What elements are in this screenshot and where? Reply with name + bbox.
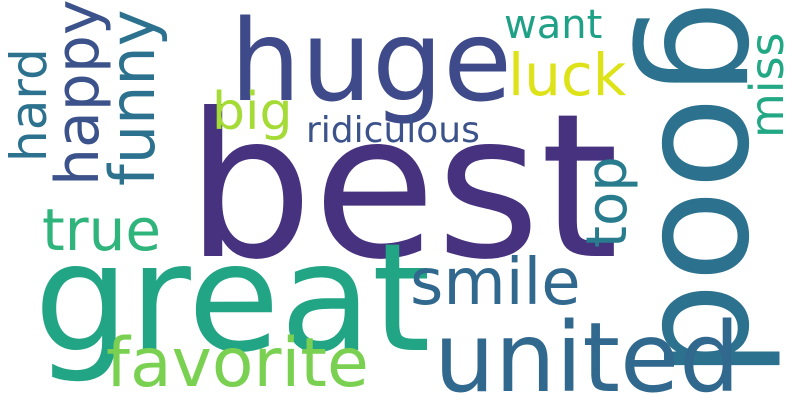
word-smile: smile (410, 246, 581, 320)
word-big: big (212, 82, 293, 142)
word-great: great (34, 212, 431, 386)
word-top: top (575, 156, 640, 248)
word-want: want (504, 2, 603, 48)
word-luck: luck (508, 41, 627, 109)
word-favorite: favorite (106, 324, 369, 400)
word-true: true (42, 196, 162, 264)
word-united: united (434, 302, 740, 400)
word-hard: hard (0, 48, 58, 162)
word-huge: huge (230, 0, 512, 127)
word-miss: miss (740, 32, 794, 138)
word-ridiculous: ridiculous (306, 110, 480, 151)
word-best: best (186, 71, 619, 304)
